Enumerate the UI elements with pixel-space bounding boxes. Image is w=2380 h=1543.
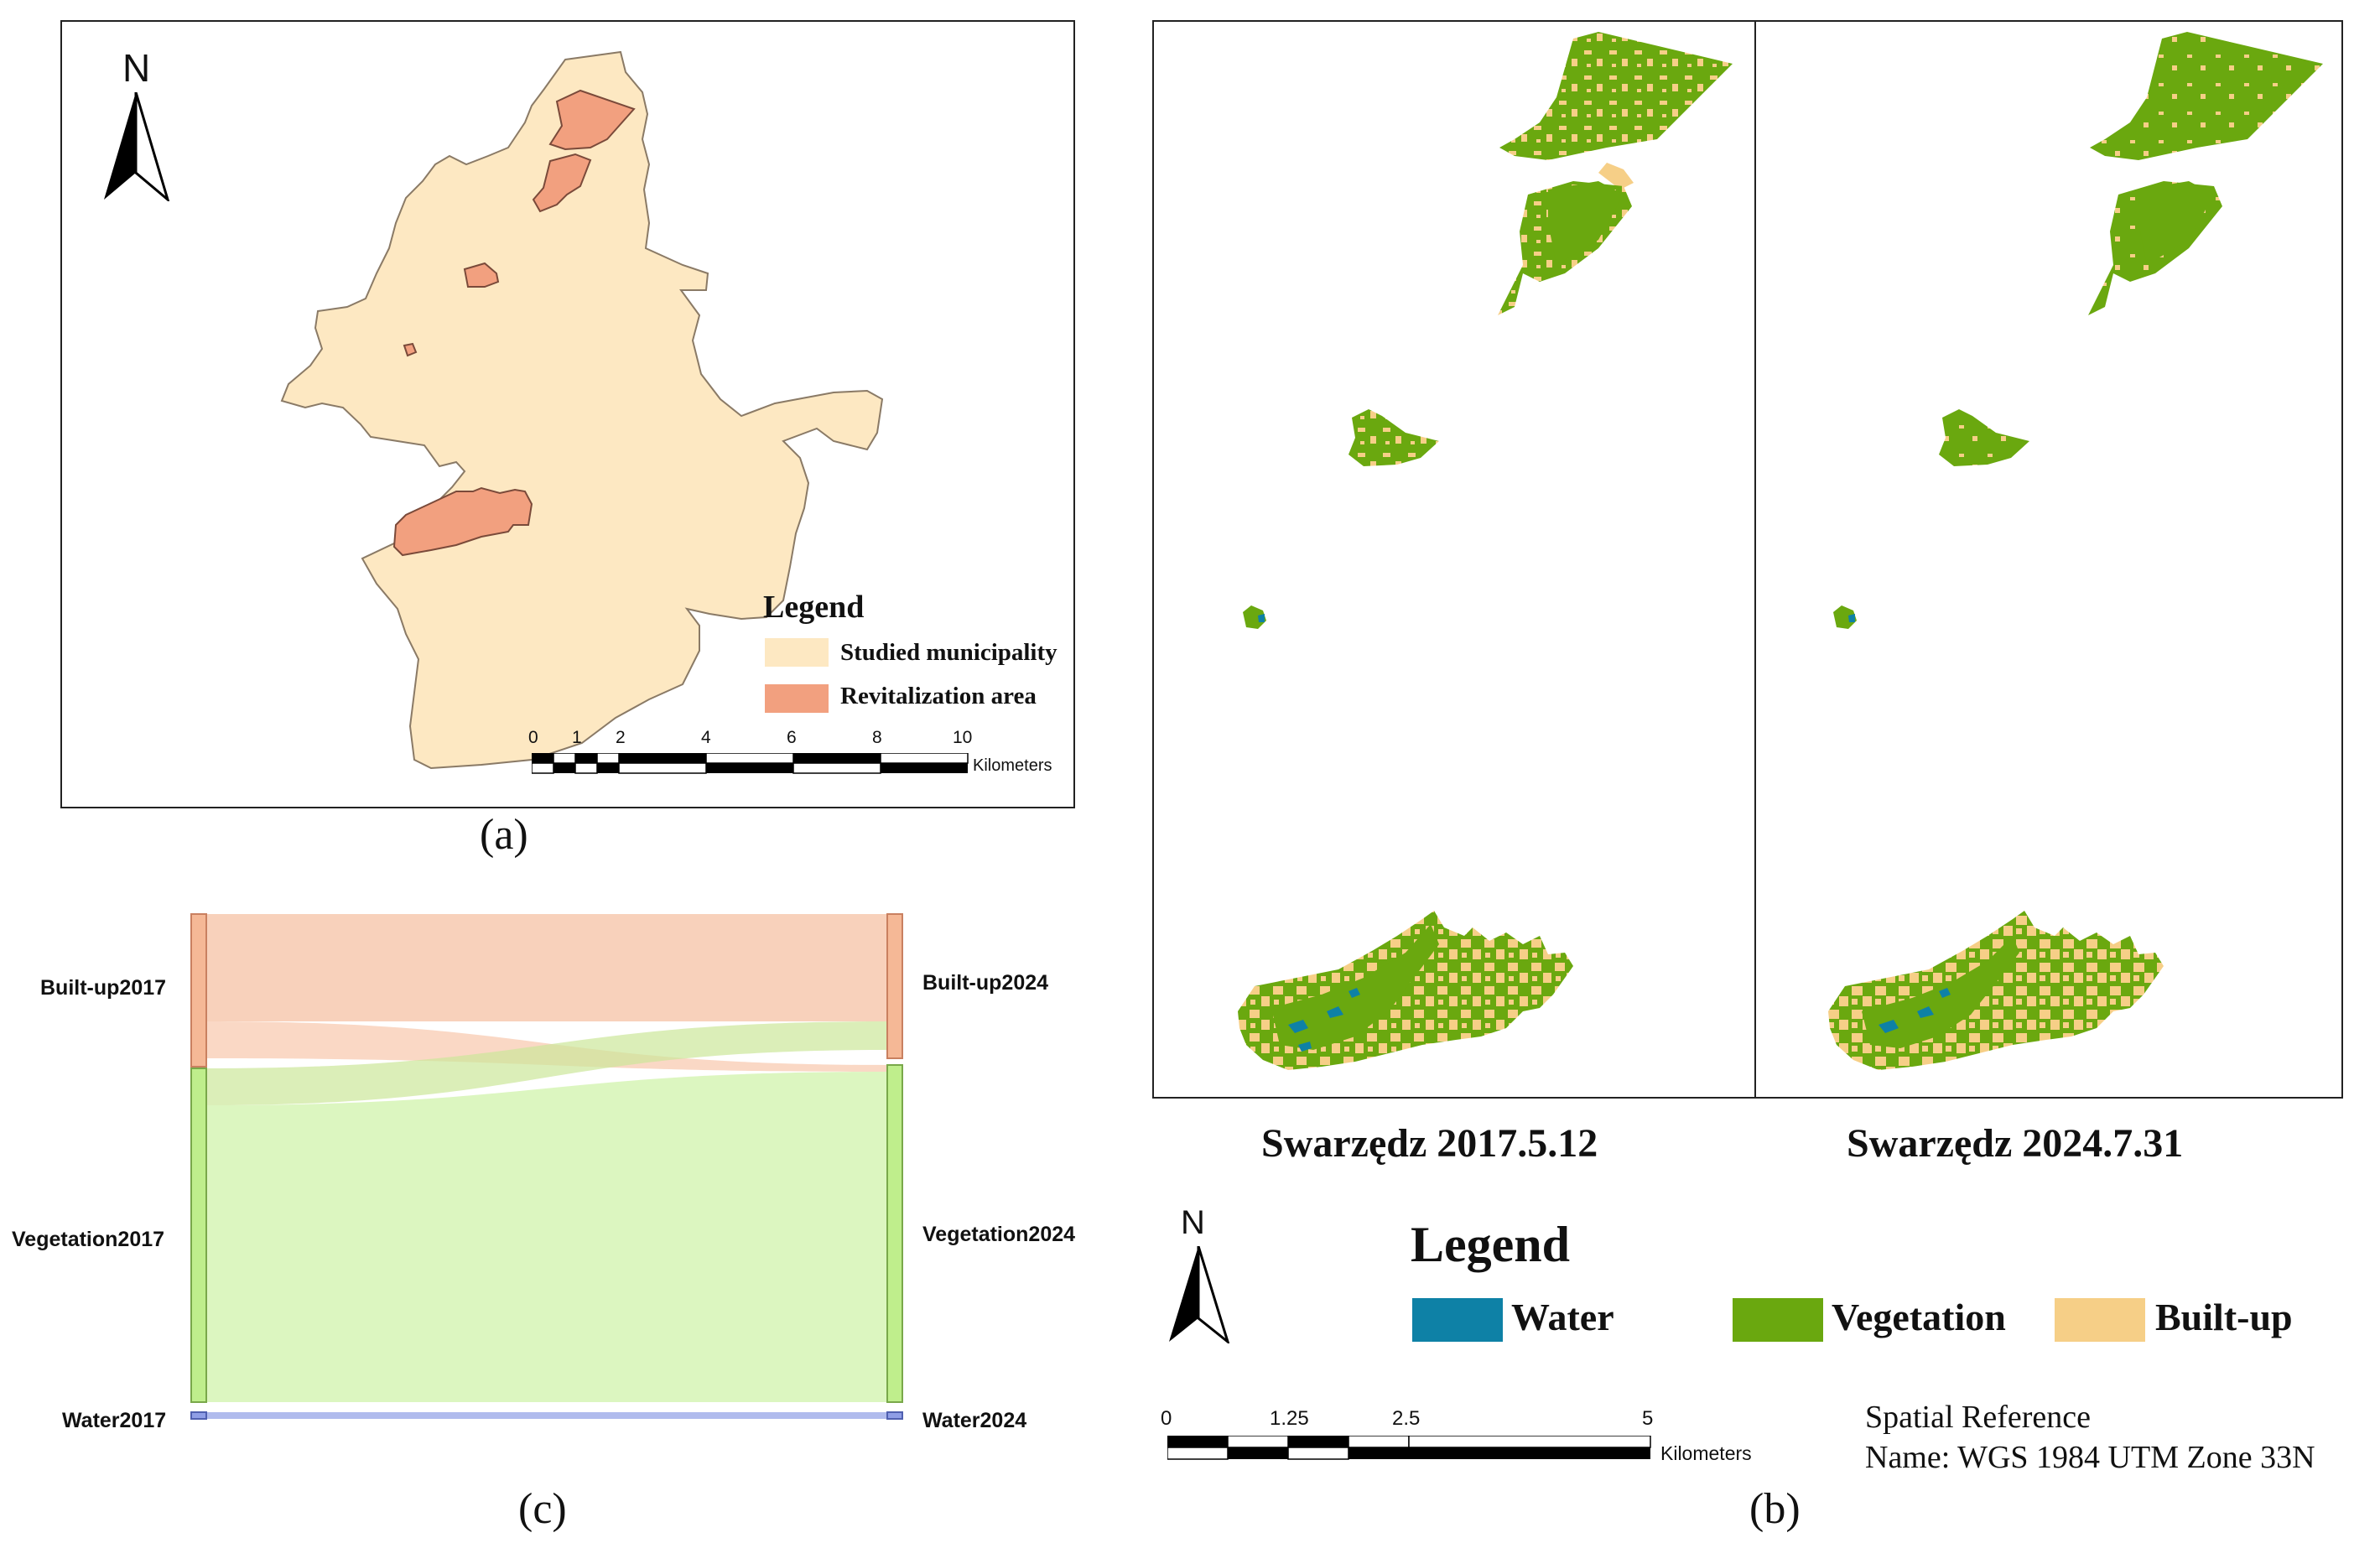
panel-a-label: (a) [480, 811, 528, 859]
water-patch [1917, 1006, 1934, 1018]
panel-a-scale-unit: Kilometers [973, 756, 1052, 775]
sankey-node-builtup-2024 [886, 913, 903, 1059]
sankey-node-water-2017 [190, 1411, 207, 1420]
sankey-label-vegetation-2017: Vegetation2017 [12, 1228, 165, 1251]
land-cover-patch [2138, 181, 2214, 265]
revitalization-area-shape [392, 486, 533, 557]
water-patch [1298, 1042, 1312, 1052]
sankey-label-builtup-2017: Built-up2017 [40, 976, 167, 1000]
revitalization-area-shape [403, 342, 418, 357]
panel-a-scale-tick-label: 6 [787, 728, 797, 747]
studied-municipality-label: Studied municipality [840, 639, 1057, 666]
panel-b-label: (b) [1749, 1485, 1801, 1533]
water-legend-label: Water [1511, 1296, 1614, 1338]
panel-b-north-label: N [1181, 1204, 1205, 1241]
revitalization-area-shape [463, 262, 500, 288]
panel-c-label: (c) [518, 1485, 567, 1533]
land-cover-patch [1833, 605, 1857, 629]
panel-b-map-frame-2017 [1152, 20, 1756, 1099]
panel-a-north-label: N [122, 46, 151, 90]
panel-a-legend-title: Legend [763, 590, 865, 625]
land-cover-map-2017 [1238, 32, 1733, 1070]
panel-b-scale-tick-label: 2.5 [1392, 1407, 1421, 1430]
panel-a-scale-tick-label: 1 [572, 728, 582, 747]
water-patch [1848, 614, 1855, 622]
spatial-reference-name: Name: WGS 1984 UTM Zone 33N [1865, 1440, 2315, 1475]
revitalization-area-swatch [765, 684, 829, 713]
water-patch [1258, 614, 1265, 622]
sankey-label-vegetation-2024: Vegetation2024 [922, 1223, 1076, 1246]
land-cover-patch [1598, 163, 1634, 190]
revitalization-area-label: Revitalization area [840, 683, 1037, 709]
panel-b-scale-unit: Kilometers [1660, 1442, 1752, 1464]
sankey-diagram [190, 913, 903, 1420]
sankey-node-vegetation-2024 [886, 1064, 903, 1403]
sankey-node-builtup-2017 [190, 913, 207, 1068]
sankey-node-water-2024 [886, 1411, 903, 1420]
water-patch [1327, 1006, 1343, 1018]
builtup-swatch [2055, 1298, 2145, 1342]
panel-b-scale-tick-label: 0 [1161, 1407, 1172, 1430]
sankey-link-vegetation-vegetation [206, 1072, 887, 1402]
panel-a-scale-tick-label: 0 [528, 728, 538, 747]
panel-b-north-arrow-icon [1169, 1246, 1229, 1343]
panel-a-scale-tick-label: 4 [701, 728, 711, 747]
panel-b-map-frame-2024 [1754, 20, 2343, 1099]
panel-a-scale-tick-label: 2 [616, 728, 626, 747]
water-patch [1939, 988, 1951, 998]
sankey-label-water-2017: Water2017 [62, 1409, 167, 1432]
studied-municipality-swatch [765, 638, 829, 667]
panel-b-legend-title: Legend [1411, 1217, 1571, 1272]
land-cover-patch [1348, 409, 1439, 466]
revitalization-area-shape [532, 153, 592, 213]
municipality-map [280, 50, 884, 770]
panel-a-scale-tick-label: 8 [872, 728, 882, 747]
sankey-link-builtup-builtup [206, 914, 887, 1021]
vegetation-swatch [1733, 1298, 1823, 1342]
land-cover-patch [2090, 32, 2323, 160]
panel-a-map-frame: N Legend Studied municipality Revitaliza… [60, 20, 1075, 808]
vegetation-legend-label: Vegetation [1832, 1296, 2006, 1338]
revitalization-area-shape [548, 89, 636, 151]
land-cover-patch [1939, 409, 2029, 466]
land-cover-patch [1271, 924, 1439, 1050]
land-cover-patch [1499, 32, 1733, 160]
panel-b-scale-tick-label: 5 [1642, 1407, 1654, 1430]
sankey-label-water-2024: Water2024 [922, 1409, 1027, 1432]
water-patch [1348, 988, 1360, 998]
builtup-legend-label: Built-up [2155, 1296, 2293, 1338]
sankey-link-vegetation-builtup [206, 1021, 887, 1105]
sankey-label-builtup-2024: Built-up2024 [922, 971, 1049, 995]
water-swatch [1412, 1298, 1503, 1342]
water-patch [1288, 1020, 1308, 1033]
panel-a-scale-tick-label: 10 [953, 728, 973, 747]
panel-b-scale-tick-label: 1.25 [1270, 1407, 1309, 1430]
land-cover-patch [1548, 181, 1624, 265]
panel-a-north-arrow-icon [104, 92, 169, 201]
map-caption-2017: Swarzędz 2017.5.12 [1261, 1121, 1598, 1166]
spatial-reference-title: Spatial Reference [1865, 1400, 2092, 1435]
land-cover-map-2024 [1828, 32, 2323, 1070]
sankey-link-water-water [206, 1412, 887, 1419]
land-cover-patch [1828, 911, 2164, 1070]
land-cover-patch [1243, 605, 1266, 629]
water-patch [1879, 1020, 1899, 1033]
sankey-node-vegetation-2017 [190, 1068, 207, 1403]
panel-a-scale-bar [532, 753, 969, 774]
map-caption-2024: Swarzędz 2024.7.31 [1847, 1121, 2184, 1166]
panel-b-scale-bar [1167, 1436, 1651, 1460]
